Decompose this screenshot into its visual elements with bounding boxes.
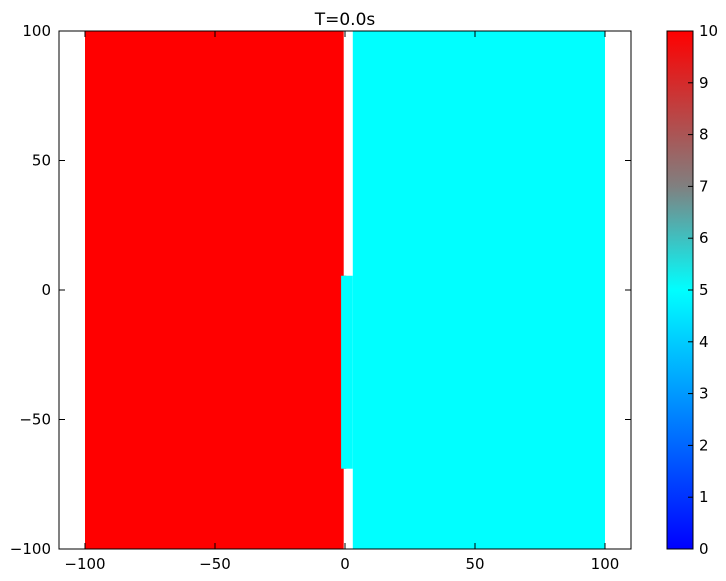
y-tick-label: 50 [32, 152, 51, 170]
y-tick-label: −50 [19, 411, 51, 429]
colorbar-tick-label: 1 [699, 488, 709, 506]
heatmap-regions [85, 31, 605, 549]
heatmap-region-right-step [341, 275, 353, 469]
colorbar: 0 1 2 3 4 5 6 7 8 9 10 [666, 22, 718, 558]
x-tick-label: −50 [199, 555, 231, 573]
x-tick-label: −100 [64, 555, 105, 573]
y-tick-label: −100 [10, 540, 51, 558]
x-tick-label: 50 [465, 555, 484, 573]
colorbar-tick-label: 3 [699, 385, 709, 403]
colorbar-tick-label: 6 [699, 229, 709, 247]
x-tick-label: 100 [591, 555, 620, 573]
colorbar-tick-label: 4 [699, 333, 709, 351]
y-tick-label: 100 [22, 22, 51, 40]
x-tick-label: 0 [340, 555, 350, 573]
axes: −100 −50 0 50 100 −100 −50 0 50 100 [10, 22, 632, 573]
colorbar-tick-label: 9 [699, 74, 709, 92]
colorbar-tick-label: 2 [699, 436, 709, 454]
colorbar-tick-label: 0 [699, 540, 709, 558]
colorbar-tick-label: 5 [699, 281, 709, 299]
heatmap-region-right-fill [352, 31, 605, 549]
y-tick-label: 0 [41, 281, 51, 299]
heatmap-region-left-fill [85, 31, 344, 549]
colorbar-tick-label: 7 [699, 177, 709, 195]
colorbar-tick-label: 8 [699, 126, 709, 144]
chart-title: T=0.0s [314, 10, 376, 30]
colorbar-tick-label: 10 [699, 22, 718, 40]
